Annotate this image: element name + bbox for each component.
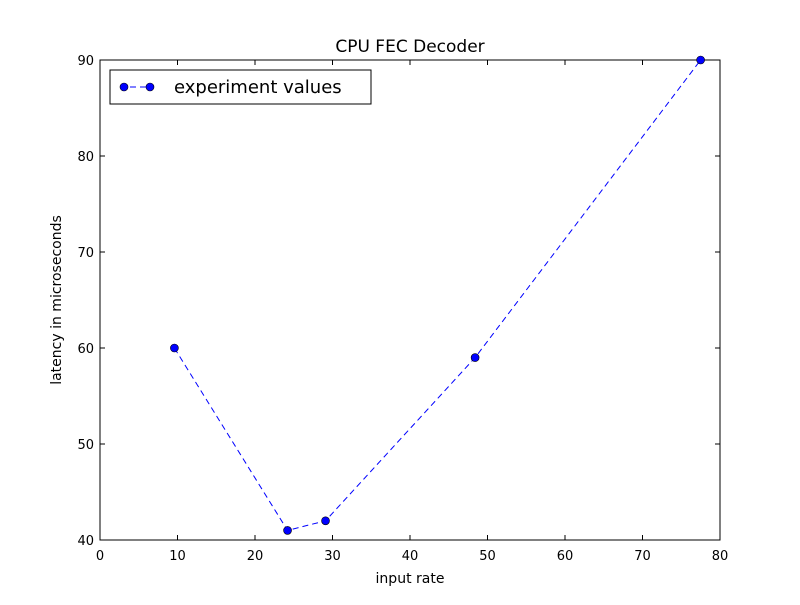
data-point (170, 343, 179, 353)
x-tick-label: 30 (324, 549, 341, 564)
data-point (321, 516, 330, 526)
x-axis-label: input rate (376, 571, 445, 587)
x-tick-label: 50 (479, 549, 496, 564)
plot-frame (99, 59, 721, 541)
x-tick-label: 80 (712, 549, 729, 564)
x-tick-label: 20 (247, 549, 264, 564)
data-point (696, 55, 705, 65)
x-tick-label: 70 (634, 549, 651, 564)
x-tick-label: 60 (557, 549, 574, 564)
y-tick-label: 70 (77, 246, 94, 261)
y-tick-label: 60 (77, 342, 94, 357)
y-tick-label: 90 (77, 54, 94, 69)
y-tick-label: 40 (77, 534, 94, 549)
legend: experiment values (109, 69, 372, 105)
legend-marker (119, 82, 129, 92)
x-tick-label: 0 (96, 549, 104, 564)
x-tick-label: 40 (402, 549, 419, 564)
legend-marker (145, 82, 155, 92)
data-point (283, 526, 292, 535)
plot-area: 0 10 20 30 40 50 60 70 80 40 50 60 70 80 90 (77, 54, 728, 564)
y-tick-label: 80 (77, 150, 94, 165)
legend-label: experiment values (174, 77, 342, 98)
data-point (470, 353, 480, 362)
y-tick-label: 50 (77, 438, 94, 453)
y-axis-label: latency in microseconds (49, 215, 65, 385)
chart-title: CPU FEC Decoder (335, 37, 484, 57)
x-tick-label: 10 (169, 549, 186, 564)
series-line (173, 59, 702, 531)
